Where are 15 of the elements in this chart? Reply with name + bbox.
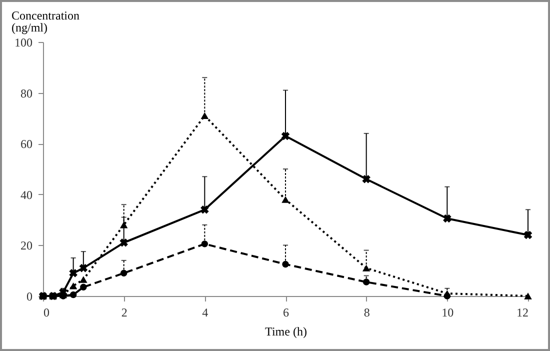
y-tick-label: 80 xyxy=(20,86,32,100)
x-tick-label: 10 xyxy=(442,306,454,320)
y-axis-title: Concentration (ng/ml) xyxy=(12,8,80,34)
x-tick-label: 4 xyxy=(202,306,208,320)
x-tick-label: 2 xyxy=(121,306,128,320)
y-tick-label: 40 xyxy=(20,188,32,202)
y-tick-label: 60 xyxy=(20,137,32,152)
x-tick-label: 8 xyxy=(364,306,370,320)
x-tick-label: 6 xyxy=(283,306,289,320)
y-tick-label: 0 xyxy=(26,290,32,304)
y-tick-label: 20 xyxy=(20,238,32,253)
x-tick-label: 12 xyxy=(516,306,528,320)
x-tick-label: 0 xyxy=(44,306,50,320)
y-tick-label: 100 xyxy=(14,36,32,50)
x-axis-title: Time (h) xyxy=(265,324,307,338)
